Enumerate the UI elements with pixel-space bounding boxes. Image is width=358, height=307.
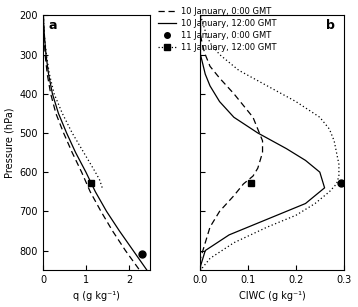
Y-axis label: Pressure (hPa): Pressure (hPa) <box>4 107 14 178</box>
Text: a: a <box>48 19 57 32</box>
X-axis label: CIWC (g kg⁻¹): CIWC (g kg⁻¹) <box>239 291 305 301</box>
X-axis label: q (g kg⁻¹): q (g kg⁻¹) <box>73 291 120 301</box>
Text: b: b <box>326 19 335 32</box>
Legend: 10 January, 0:00 GMT, 10 January, 12:00 GMT, 11 January, 0:00 GMT, 11 January, 1: 10 January, 0:00 GMT, 10 January, 12:00 … <box>158 7 276 52</box>
